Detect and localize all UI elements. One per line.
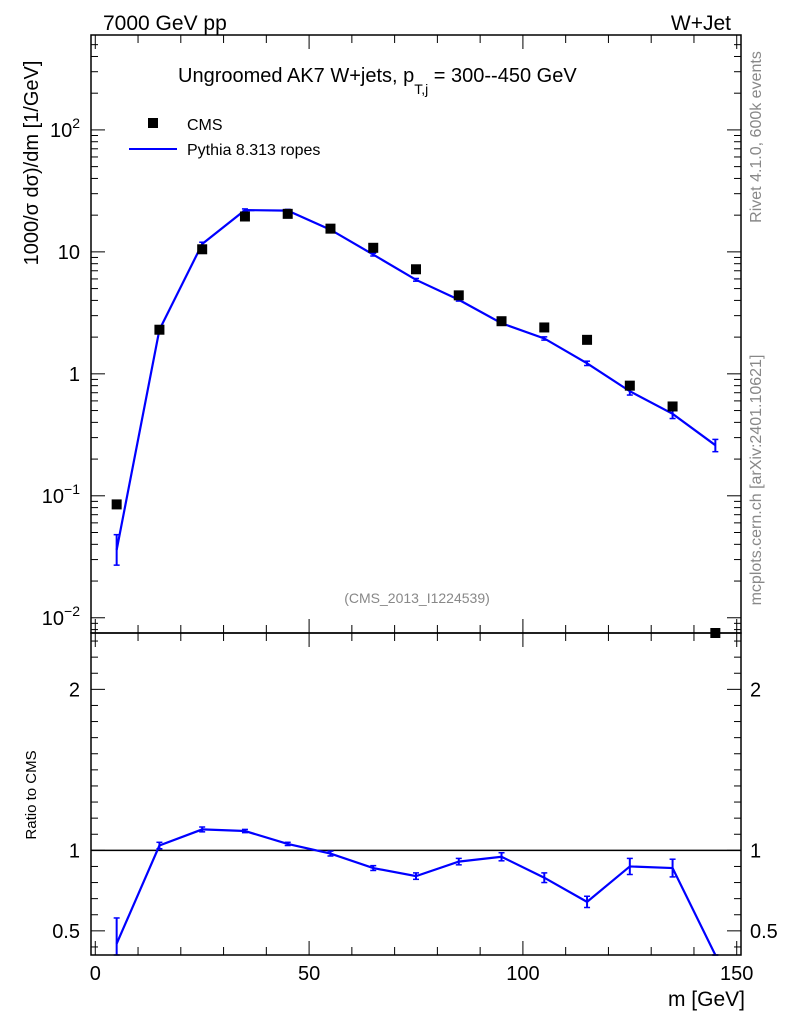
analysis-watermark: (CMS_2013_I1224539) — [344, 590, 490, 606]
cms-data-point — [197, 244, 208, 255]
ratio-y-tick-label: 1 — [69, 840, 80, 862]
header-process: W+Jet — [671, 12, 731, 35]
mc-series-line — [115, 209, 716, 551]
main-panel-marks — [111, 208, 721, 638]
ratio-y-tick-label: 2 — [69, 679, 80, 701]
cms-data-point — [239, 211, 250, 222]
x-tick-label: 50 — [298, 963, 320, 985]
cms-data-point — [539, 322, 550, 333]
cms-data-point — [325, 223, 336, 234]
main-panel-axes: 10−2 10−1 1 10 102 — [42, 34, 741, 633]
ratio-panel-marks — [113, 826, 719, 956]
main-y-tick-label: 10−1 — [42, 481, 80, 508]
header-energy: 7000 GeV pp — [103, 12, 227, 35]
cms-data-point — [411, 264, 421, 275]
cms-data-point — [624, 380, 635, 391]
ratio-y-tick-label-right: 0.5 — [750, 921, 778, 943]
cms-data-point — [282, 208, 293, 219]
cms-data-point — [111, 499, 122, 510]
cms-data-point — [154, 324, 165, 335]
main-title-subscript: T,j — [414, 81, 428, 97]
ratio-series-line — [115, 828, 717, 956]
x-axis-label: m [GeV] — [668, 988, 745, 1011]
main-y-tick-label: 102 — [50, 115, 80, 142]
ratio-y-axis-label: Ratio to CMS — [23, 750, 40, 839]
ratio-panel-axes: 0 50 100 150 0.5 0.5 1 1 2 2 — [52, 633, 778, 985]
rivet-label: Rivet 4.1.0, 600k events — [748, 51, 765, 223]
cms-data-point — [496, 316, 507, 327]
main-title-text: Ungroomed AK7 W+jets, p — [178, 65, 414, 87]
legend-mc-label: Pythia 8.313 ropes — [187, 142, 320, 159]
ratio-y-tick-label-right: 2 — [750, 679, 761, 701]
main-y-axis-label: 1000/σ dσ)/dm [1/GeV] — [21, 61, 43, 266]
legend-cms-label: CMS — [187, 117, 223, 134]
main-y-tick-label: 10−2 — [42, 603, 80, 630]
x-tick-label: 0 — [90, 963, 101, 985]
ratio-y-tick-label-right: 1 — [750, 840, 761, 862]
cms-data-point — [453, 290, 464, 301]
cms-data-point — [368, 242, 379, 253]
main-title-tail: = 300--450 GeV — [428, 65, 577, 87]
ratio-y-tick-label: 0.5 — [52, 921, 80, 943]
mcplots-label: mcplots.cern.ch [arXiv:2401.10621] — [748, 355, 765, 606]
main-y-tick-label: 1 — [69, 364, 80, 386]
main-title: Ungroomed AK7 W+jets, pT,j = 300--450 Ge… — [178, 65, 577, 97]
ratio-panel-frame — [90, 632, 742, 956]
x-tick-label: 150 — [720, 963, 753, 985]
legend-cms-marker — [148, 118, 158, 128]
main-y-tick-label: 10 — [58, 242, 80, 264]
x-tick-label: 100 — [506, 963, 539, 985]
cms-data-point — [582, 334, 593, 345]
cms-data-point — [667, 401, 678, 412]
